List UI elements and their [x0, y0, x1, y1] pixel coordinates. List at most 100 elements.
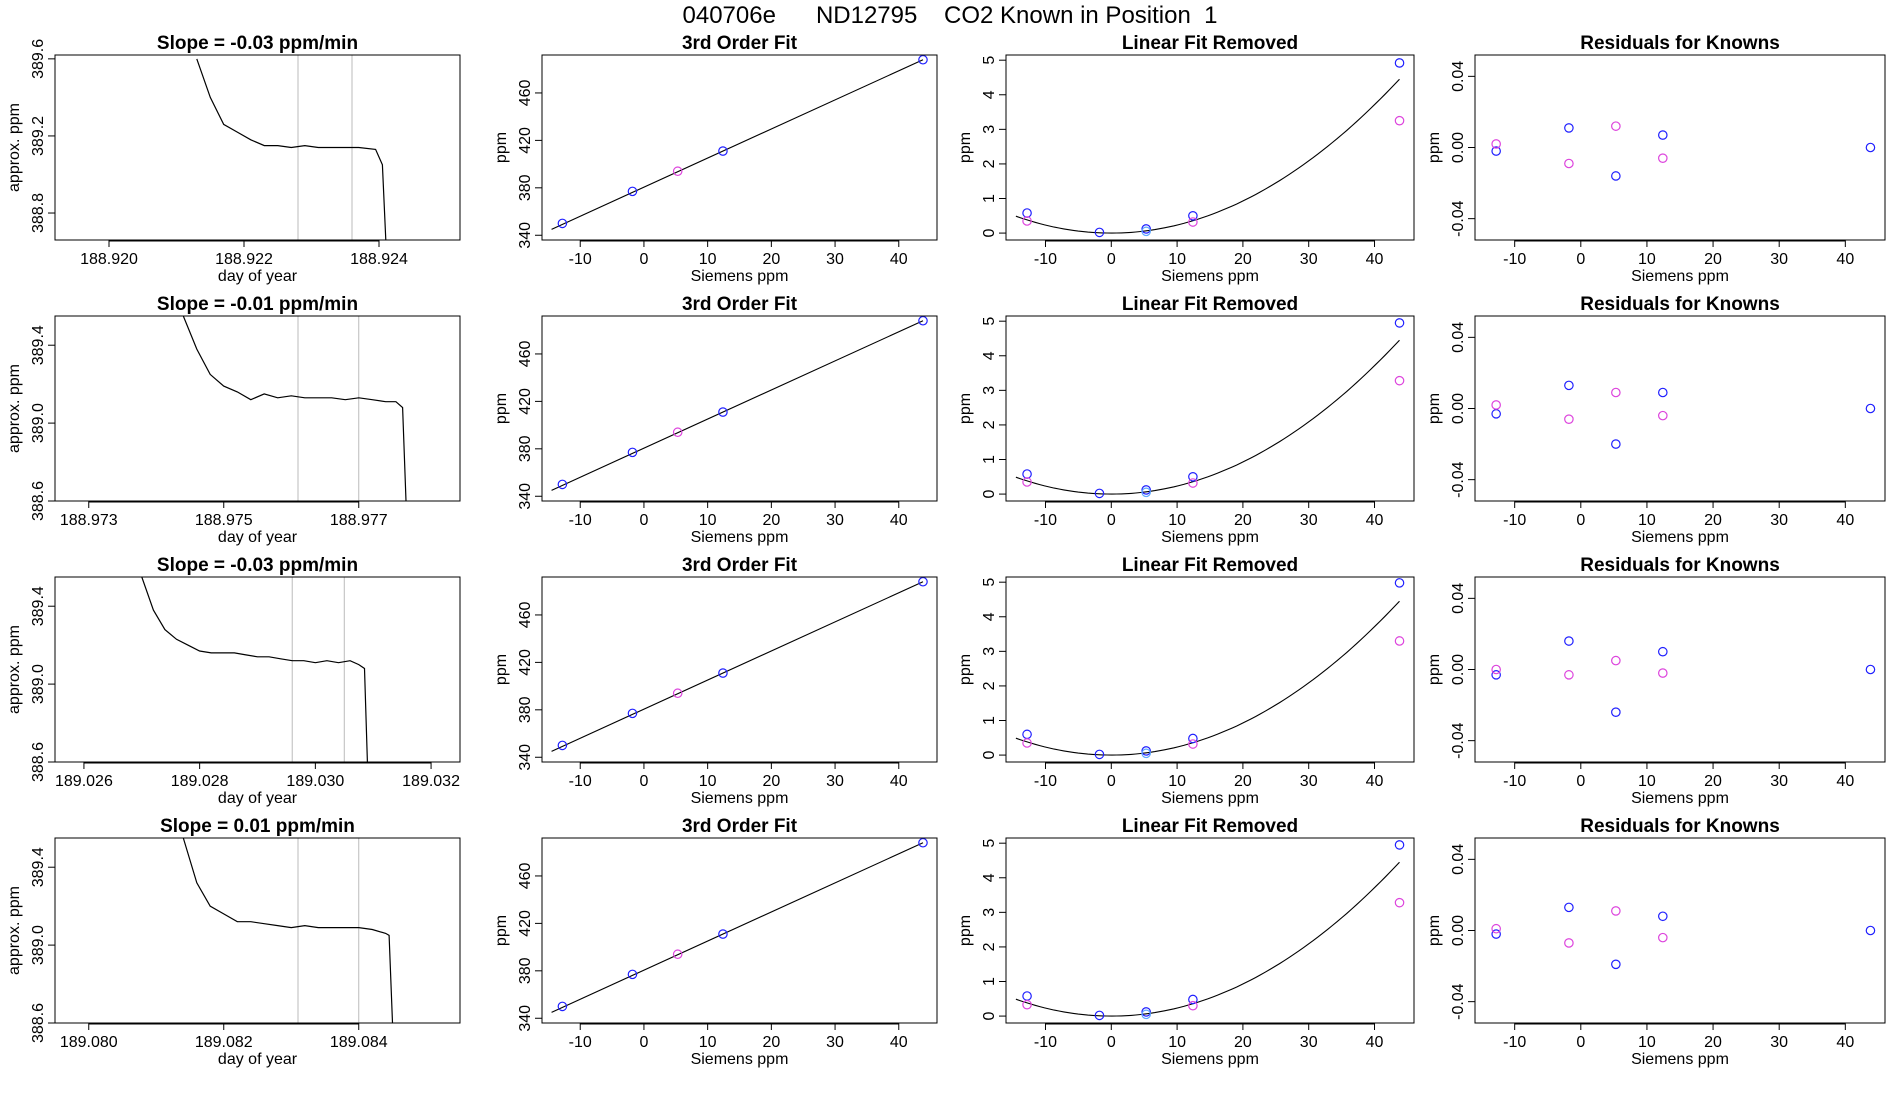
x-tick-label: 189.026	[55, 773, 113, 790]
x-axis-label: Siemens ppm	[1161, 529, 1259, 546]
plot-frame	[1474, 576, 1886, 763]
plot-data	[1491, 121, 1876, 181]
y-tick-label: 2	[981, 159, 998, 168]
panel-3-3	[1468, 837, 1886, 1030]
x-tick-label: -10	[1503, 512, 1526, 529]
data-point	[1188, 733, 1198, 744]
x-axis-label: Siemens ppm	[1631, 268, 1729, 285]
panel-title: 3rd Order Fit	[682, 294, 798, 315]
concentration-trace	[182, 838, 394, 1023]
data-point	[1394, 840, 1405, 850]
y-tick-label: 0	[981, 751, 998, 760]
x-tick-label: 30	[1770, 1034, 1788, 1051]
panel-2-3	[1468, 576, 1886, 769]
x-tick-label: 189.082	[195, 1034, 253, 1051]
panel-title: 3rd Order Fit	[682, 555, 798, 576]
plot-frame	[1005, 54, 1415, 241]
concentration-trace	[141, 577, 368, 762]
y-tick-label: 380	[517, 696, 534, 723]
data-point	[1141, 748, 1151, 759]
y-tick-label: 3	[981, 908, 998, 917]
x-tick-label: 188.922	[215, 251, 273, 268]
y-axis-label: ppm	[493, 393, 510, 424]
data-point	[627, 969, 638, 980]
x-tick-label: 20	[762, 773, 780, 790]
data-point	[1022, 738, 1032, 748]
x-tick-label: 189.030	[286, 773, 344, 790]
panel-1-3	[1468, 315, 1886, 508]
y-tick-label: 0.04	[1450, 322, 1467, 353]
plot-data	[1491, 636, 1876, 717]
plot-data	[1491, 380, 1876, 449]
x-axis-label: Siemens ppm	[1161, 268, 1259, 285]
data-point	[1188, 739, 1198, 749]
data-point	[1865, 664, 1876, 675]
x-tick-label: 188.920	[80, 251, 138, 268]
plot-frame	[541, 315, 938, 502]
data-point	[627, 186, 638, 197]
panel-title: Residuals for Knowns	[1580, 33, 1780, 54]
data-point	[718, 929, 728, 939]
plot-data	[141, 577, 368, 762]
x-tick-label: 30	[1300, 251, 1318, 268]
data-point	[557, 218, 568, 229]
x-tick-label: 40	[1836, 251, 1854, 268]
y-tick-label: 340	[517, 744, 534, 771]
data-point	[1564, 670, 1574, 680]
x-tick-label: 10	[1638, 512, 1656, 529]
data-point	[718, 668, 728, 678]
data-point	[1611, 707, 1621, 717]
data-point	[627, 447, 638, 458]
y-axis-label: ppm	[1426, 132, 1443, 163]
x-axis-label: Siemens ppm	[1631, 790, 1729, 807]
data-point	[1491, 929, 1501, 939]
y-tick-label: 1	[981, 716, 998, 725]
x-tick-label: 10	[699, 773, 717, 790]
y-axis-label: ppm	[1426, 654, 1443, 685]
x-tick-label: 40	[1836, 773, 1854, 790]
data-point	[1188, 1000, 1198, 1011]
data-point	[1188, 478, 1198, 488]
fit-line	[551, 59, 924, 230]
data-point	[1491, 664, 1501, 675]
data-point	[1491, 670, 1501, 680]
x-tick-label: 0	[639, 1034, 648, 1051]
data-point	[918, 577, 928, 587]
y-tick-label: 389.4	[30, 847, 47, 887]
panel-2-1	[535, 576, 938, 769]
fit-curve	[1015, 78, 1400, 234]
data-point	[1188, 217, 1198, 227]
plot-data	[1015, 578, 1405, 760]
x-tick-label: 10	[1168, 512, 1186, 529]
y-tick-label: -0.04	[1450, 461, 1467, 498]
data-point	[1658, 387, 1668, 398]
data-point	[1611, 959, 1621, 970]
plot-data	[196, 58, 387, 240]
x-tick-label: 188.977	[330, 512, 388, 529]
x-tick-label: 30	[1770, 773, 1788, 790]
y-tick-label: 0.00	[1450, 393, 1467, 424]
x-axis-label: Siemens ppm	[1631, 1051, 1729, 1068]
x-tick-label: -10	[1503, 1034, 1526, 1051]
data-point	[1022, 991, 1032, 1001]
x-tick-label: 189.028	[171, 773, 229, 790]
concentration-trace	[196, 58, 387, 240]
x-tick-label: 20	[762, 251, 780, 268]
x-axis-label: day of year	[218, 268, 298, 285]
x-axis-label: Siemens ppm	[691, 790, 789, 807]
panel-0-3	[1468, 54, 1886, 247]
y-tick-label: 0	[981, 229, 998, 238]
panel-title: Slope = 0.01 ppm/min	[160, 816, 355, 837]
x-tick-label: 0	[1576, 773, 1585, 790]
x-tick-label: 40	[1366, 512, 1384, 529]
data-point	[557, 479, 568, 490]
x-tick-label: 189.084	[330, 1034, 388, 1051]
x-tick-label: 30	[826, 773, 844, 790]
panel-2-2	[999, 576, 1415, 769]
x-tick-label: 10	[699, 1034, 717, 1051]
panel-title: Linear Fit Removed	[1122, 33, 1298, 54]
plot-data	[1015, 58, 1405, 238]
y-tick-label: 389.6	[30, 39, 47, 79]
y-tick-label: 340	[517, 1005, 534, 1032]
